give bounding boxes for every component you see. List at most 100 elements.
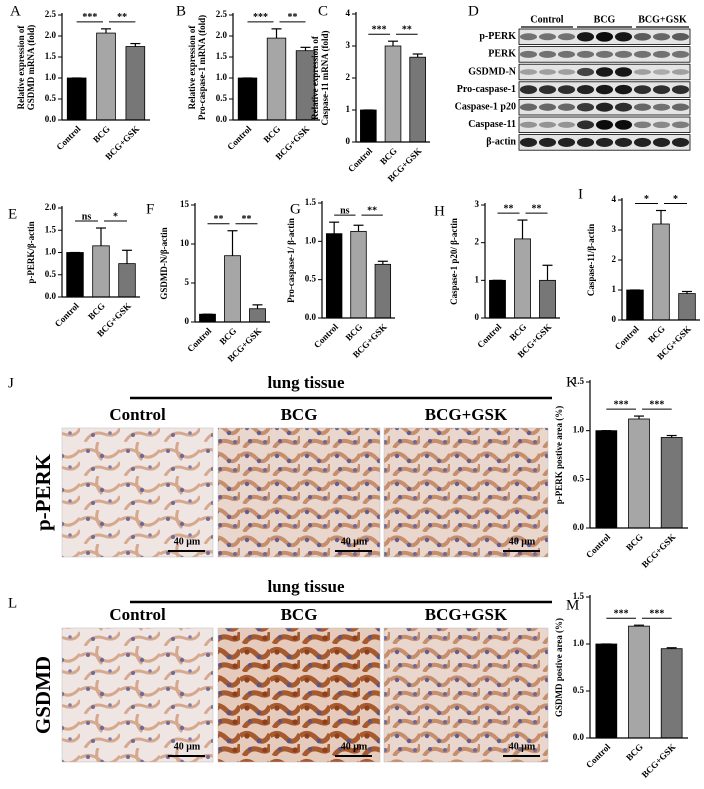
y-axis-label: Pro-caspase-1/ β-actin — [286, 218, 296, 303]
blot-band — [595, 67, 614, 77]
y-tick-label: 1.5 — [45, 51, 57, 61]
blot-band — [519, 50, 538, 58]
blot-band — [652, 50, 671, 58]
y-tick-label: 0.5 — [305, 274, 317, 284]
x-tick-label: BCG — [624, 532, 645, 553]
significance-label: * — [644, 194, 649, 205]
blot-band — [614, 102, 633, 112]
significance-label: *** — [649, 399, 664, 410]
blot-band — [652, 137, 671, 147]
y-axis-label: p-PERK/β-actin — [26, 221, 36, 283]
blot-band — [633, 69, 652, 75]
blot-band — [538, 69, 557, 75]
significance-label: ** — [242, 214, 252, 225]
y-tick-label: 1.0 — [573, 425, 585, 435]
significance-label: ** — [504, 203, 514, 214]
column-label: BCG+GSK — [425, 405, 508, 424]
blot-band — [557, 50, 576, 58]
blot-band — [519, 103, 538, 111]
x-tick-label: BCG — [508, 322, 529, 343]
stain-label: p-PERK — [31, 453, 55, 531]
blot-band — [614, 84, 633, 95]
blot-band — [614, 32, 633, 42]
blot-band — [595, 137, 614, 147]
blot-row-label: GSDMD-N — [468, 66, 517, 77]
y-tick-label: 1.5 — [45, 224, 57, 234]
blot-band — [595, 31, 614, 42]
scale-bar-label: 40 μm — [341, 741, 368, 752]
scale-bar-label: 40 μm — [174, 536, 201, 547]
y-tick-label: 1.0 — [573, 638, 585, 648]
y-tick-label: 1 — [612, 284, 617, 294]
blot-band — [576, 137, 595, 147]
y-tick-label: 2 — [475, 237, 480, 247]
significance-label: *** — [82, 12, 97, 23]
y-tick-label: 0.0 — [305, 312, 317, 322]
y-tick-label: 0.0 — [45, 114, 57, 124]
y-tick-label: 0 — [612, 314, 617, 324]
column-label: BCG+GSK — [425, 605, 508, 624]
y-tick-label: 0 — [185, 316, 190, 326]
blot-band — [671, 121, 690, 129]
significance-label: ** — [117, 12, 127, 23]
blot-band — [576, 85, 595, 95]
micrograph — [217, 627, 381, 763]
x-tick-label: BCG — [218, 326, 239, 347]
y-tick-label: 2.5 — [45, 9, 57, 19]
y-tick-label: 4 — [612, 194, 617, 204]
y-tick-label: 2.0 — [45, 202, 57, 212]
blot-band — [633, 85, 652, 94]
column-label: Control — [109, 605, 166, 624]
panel-letter: I — [578, 186, 583, 202]
y-axis-label: GSDMD-N/β-actin — [159, 227, 169, 299]
micrograph — [383, 627, 549, 763]
blot-band — [538, 121, 557, 128]
y-tick-label: 5 — [185, 277, 190, 287]
significance-label: ** — [367, 205, 377, 216]
y-axis-label: Pro-caspase-1 mRNA (fold) — [197, 15, 207, 120]
blot-band — [519, 33, 538, 41]
y-axis-label: Caspase-1 p20/ β-actin — [449, 218, 459, 305]
bar — [92, 245, 110, 298]
bar — [595, 643, 618, 739]
y-tick-label: 1.0 — [216, 72, 228, 82]
panel-letter: J — [8, 375, 14, 391]
significance-label: ns — [340, 205, 350, 216]
y-tick-label: 0.0 — [45, 291, 57, 301]
significance-label: *** — [253, 12, 268, 23]
y-axis-label: p-PERK postive area (%) — [554, 406, 564, 505]
panel-letter: C — [318, 3, 328, 19]
blot-band — [557, 103, 576, 111]
significance-label: *** — [372, 24, 387, 35]
scale-bar-label: 40 μm — [174, 741, 201, 752]
blot-band — [576, 102, 595, 112]
micrograph — [383, 427, 549, 558]
blot-band — [576, 32, 595, 42]
panel-letter: H — [434, 203, 445, 219]
scale-bar-label: 40 μm — [509, 536, 536, 547]
stain-label: GSDMD — [31, 656, 55, 734]
blot-band — [633, 137, 652, 147]
micrograph — [61, 427, 214, 558]
bar — [224, 255, 241, 323]
blot-band — [652, 121, 671, 128]
x-tick-label: Control — [185, 325, 214, 354]
blot-band — [538, 137, 557, 147]
x-tick-label: BCG — [646, 324, 667, 345]
bar — [266, 37, 287, 121]
bar — [660, 648, 683, 739]
y-tick-label: 15 — [180, 199, 190, 209]
blot-band — [538, 85, 557, 94]
panel-letter: B — [176, 3, 186, 19]
blot-band — [595, 119, 614, 130]
bar — [539, 279, 556, 319]
x-tick-label: Control — [225, 123, 254, 152]
y-tick-label: 0.0 — [573, 732, 585, 742]
bar — [384, 45, 402, 143]
blot-band — [671, 50, 690, 58]
section-title: lung tissue — [268, 373, 345, 392]
bar — [628, 625, 650, 739]
panel-letter: K — [566, 374, 577, 390]
blot-band — [557, 33, 576, 41]
significance-label: * — [113, 211, 118, 222]
